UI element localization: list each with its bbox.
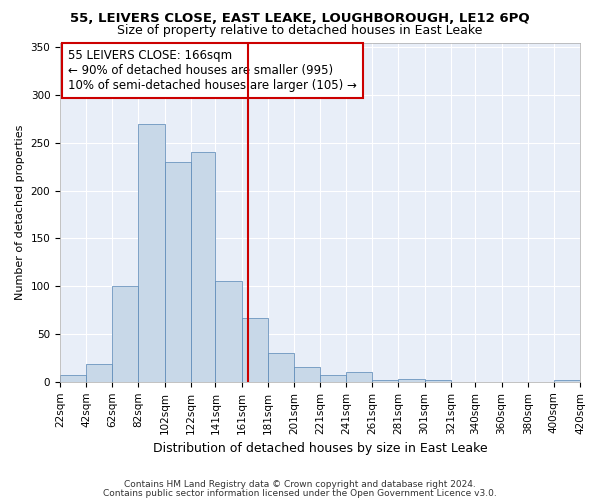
Bar [398,379,425,382]
Bar [554,380,580,382]
X-axis label: Distribution of detached houses by size in East Leake: Distribution of detached houses by size … [153,442,487,455]
Bar [215,280,242,382]
Bar [112,286,139,382]
Bar [425,380,451,382]
Bar [372,380,398,382]
Text: Contains public sector information licensed under the Open Government Licence v3: Contains public sector information licen… [103,488,497,498]
Bar [86,364,112,382]
Text: 55, LEIVERS CLOSE, EAST LEAKE, LOUGHBOROUGH, LE12 6PQ: 55, LEIVERS CLOSE, EAST LEAKE, LOUGHBORO… [70,12,530,26]
Bar [320,375,346,382]
Bar [242,318,268,382]
Text: 55 LEIVERS CLOSE: 166sqm
← 90% of detached houses are smaller (995)
10% of semi-: 55 LEIVERS CLOSE: 166sqm ← 90% of detach… [68,50,357,92]
Bar [294,368,320,382]
Bar [346,372,372,382]
Bar [191,152,215,382]
Text: Contains HM Land Registry data © Crown copyright and database right 2024.: Contains HM Land Registry data © Crown c… [124,480,476,489]
Bar [60,375,86,382]
Y-axis label: Number of detached properties: Number of detached properties [15,124,25,300]
Text: Size of property relative to detached houses in East Leake: Size of property relative to detached ho… [118,24,482,37]
Bar [139,124,164,382]
Bar [164,162,191,382]
Bar [268,353,294,382]
